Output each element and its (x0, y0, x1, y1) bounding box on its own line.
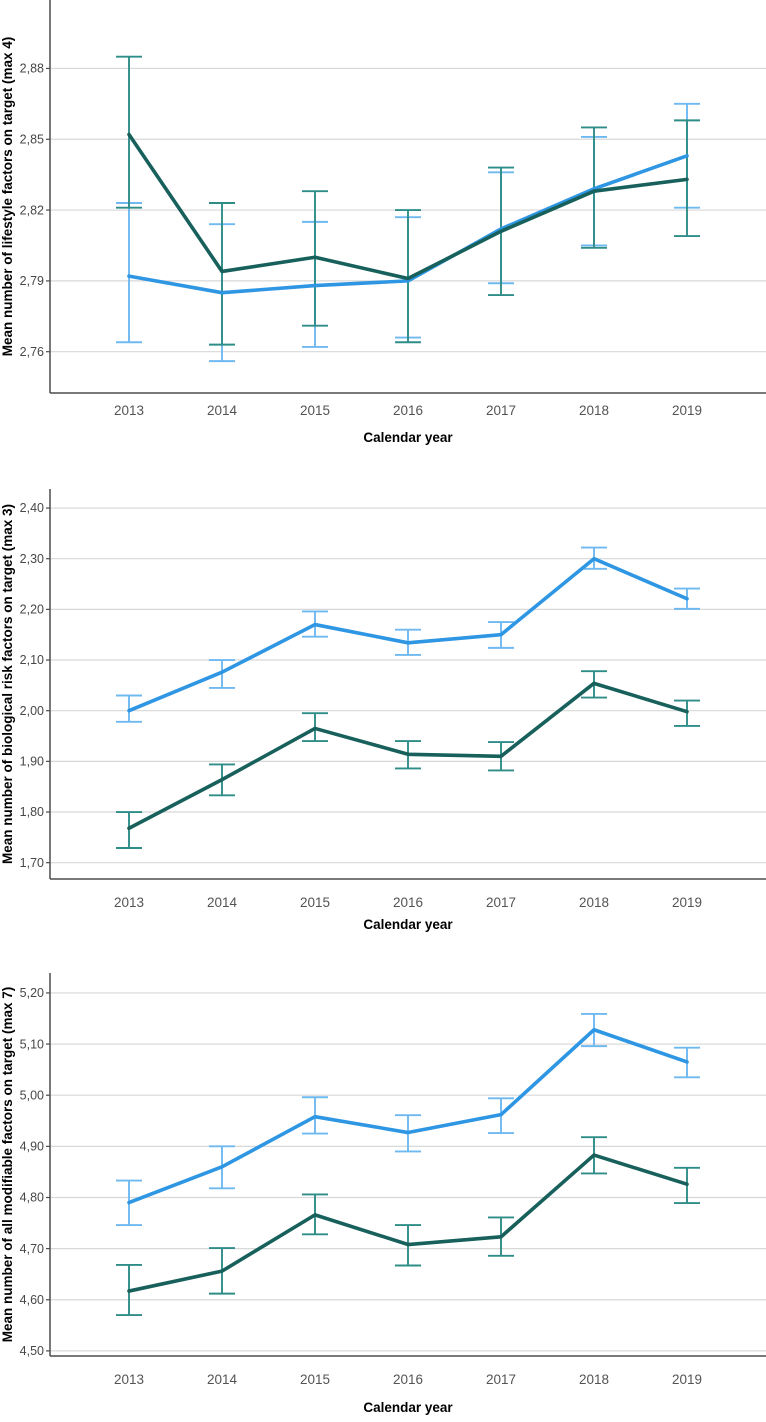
biological-risk-factors-chart-canvas: 1,70 1,80 1,90 2,00 2,10 2,20 2,30 2,40 2013 2014… (0, 489, 766, 932)
x-tick-label: 2018 (579, 895, 609, 910)
x-tick-label: 2016 (393, 403, 423, 418)
lifestyle-factors-chart: 2,76 2,79 2,82 2,85 2,88 2013 2014 2015 2016 2017… (0, 0, 766, 455)
x-tick-label: 2013 (114, 403, 144, 418)
x-tick-label: 2015 (300, 895, 330, 910)
x-tick-label: 2014 (207, 1372, 238, 1387)
x-tick-label: 2014 (207, 895, 238, 910)
y-tick-label: 4,60 (20, 1293, 44, 1307)
light-blue-data-line (127, 556, 689, 713)
x-tick-label: 2015 (300, 1372, 330, 1387)
x-tick-label: 2019 (672, 403, 702, 418)
y-tick-label: 1,90 (20, 755, 44, 769)
x-tick-label: 2018 (579, 1372, 609, 1387)
x-tick-label: 2014 (207, 403, 238, 418)
x-tick-label: 2017 (486, 895, 516, 910)
y-tick-label: 2,00 (20, 704, 44, 718)
y-tick-label: 5,00 (20, 1088, 44, 1102)
y-tick-label: 2,40 (20, 501, 44, 515)
x-tick-label: 2018 (579, 403, 609, 418)
y-tick-label: 1,80 (20, 805, 44, 819)
x-tick-label: 2019 (672, 1372, 702, 1387)
x-tick-label: 2016 (393, 1372, 423, 1387)
dark-teal-data-line (127, 1153, 689, 1293)
x-tick-label: 2016 (393, 895, 423, 910)
y-tick-label: 2,76 (20, 345, 44, 359)
biological-risk-factors-chart: 1,70 1,80 1,90 2,00 2,10 2,20 2,30 2,40 2013 2014… (0, 455, 766, 935)
x-tick-label: 2015 (300, 403, 330, 418)
y-tick-label: 4,50 (20, 1344, 44, 1358)
y-tick-label: 5,20 (20, 986, 44, 1000)
all-modifiable-factors-chart-canvas: 4,50 4,60 4,70 4,80 4,90 5,00 5,10 5,20 2013 2014… (0, 973, 766, 1415)
y-tick-label: 2,85 (20, 132, 44, 146)
all-modifiable-factors-chart: 4,50 4,60 4,70 4,80 4,90 5,00 5,10 5,20 2013 2014… (0, 935, 766, 1422)
x-tick-label: 2013 (114, 895, 144, 910)
y-tick-label: 2,30 (20, 552, 44, 566)
x-tick-label: 2013 (114, 1372, 144, 1387)
y-tick-label: 4,80 (20, 1191, 44, 1205)
dark-teal-data-line (127, 681, 689, 831)
y-tick-label: 2,88 (20, 62, 44, 76)
x-tick-label: 2019 (672, 895, 702, 910)
y-axis-title: Mean number of biological risk factors o… (0, 504, 15, 864)
dark-teal-data-line (127, 132, 689, 281)
y-tick-label: 1,70 (20, 856, 44, 870)
y-tick-label: 2,20 (20, 603, 44, 617)
y-axis-title: Mean number of all modifiable factors on… (0, 987, 15, 1343)
lifestyle-factors-chart-canvas: 2,76 2,79 2,82 2,85 2,88 2013 2014 2015 2016 2017… (0, 0, 766, 445)
light-blue-data-line (127, 153, 689, 295)
y-tick-label: 4,90 (20, 1140, 44, 1154)
y-tick-label: 2,10 (20, 653, 44, 667)
y-axis-title: Mean number of lifestyle factors on targ… (0, 37, 15, 357)
x-axis-title: Calendar year (363, 430, 453, 445)
y-tick-label: 5,10 (20, 1037, 44, 1051)
x-axis-title: Calendar year (363, 917, 453, 932)
y-tick-label: 4,70 (20, 1242, 44, 1256)
x-axis-title: Calendar year (363, 1400, 453, 1415)
x-tick-label: 2017 (486, 403, 516, 418)
y-tick-label: 2,79 (20, 274, 44, 288)
x-tick-label: 2017 (486, 1372, 516, 1387)
light-blue-data-line (127, 1027, 689, 1205)
y-tick-label: 2,82 (20, 203, 44, 217)
